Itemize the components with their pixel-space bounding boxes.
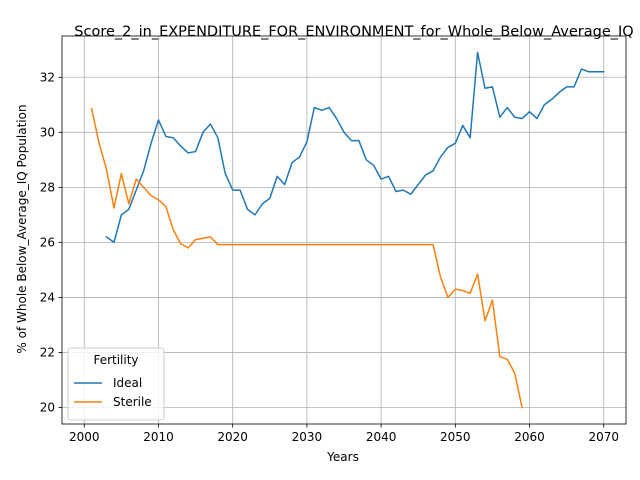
y-tick-label: 32: [40, 70, 55, 84]
legend-label-sterile: Sterile: [113, 395, 152, 409]
x-axis-label: Years: [326, 450, 359, 464]
series-line-ideal: [105, 51, 605, 244]
x-tick-label: 2070: [588, 430, 619, 444]
x-axis-ticks: 2000 2010 2020 2030 2040 2050 2060 2070: [69, 424, 619, 444]
series-line-sterile: [90, 108, 524, 409]
y-tick-label: 28: [40, 180, 55, 194]
legend-title: Fertility: [93, 353, 138, 367]
x-tick-label: 2060: [514, 430, 545, 444]
y-tick-label: 30: [40, 125, 55, 139]
legend-label-ideal: Ideal: [113, 376, 142, 390]
x-tick-label: 2020: [217, 430, 248, 444]
y-tick-label: 22: [40, 345, 55, 359]
y-tick-label: 26: [40, 235, 55, 249]
y-tick-label: 24: [40, 290, 55, 304]
legend: Fertility Ideal Sterile: [67, 347, 165, 421]
x-tick-label: 2040: [366, 430, 397, 444]
y-axis-ticks: 20 22 24 26 28 30 32: [40, 70, 62, 414]
series-layer: [90, 51, 605, 409]
x-tick-label: 2030: [292, 430, 323, 444]
x-tick-label: 2000: [69, 430, 100, 444]
plot-frame: [61, 35, 627, 425]
x-tick-label: 2010: [143, 430, 174, 444]
y-axis-label: % of Whole Below_Average_IQ Population: [15, 104, 29, 353]
y-tick-label: 20: [40, 400, 55, 414]
x-tick-label: 2050: [440, 430, 471, 444]
